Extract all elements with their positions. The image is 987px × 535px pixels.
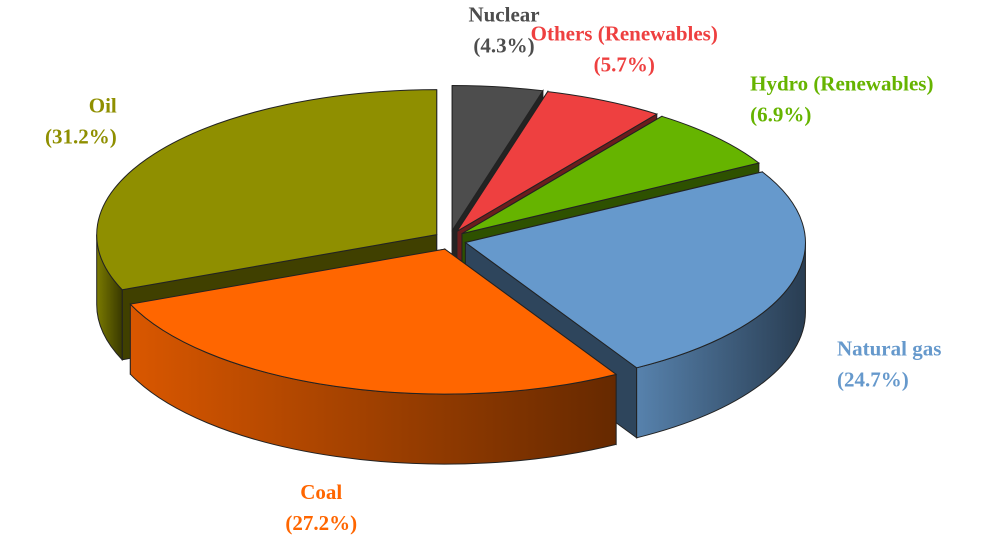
slice-label: Natural gas <box>837 336 941 360</box>
slice-label: Coal <box>300 480 342 504</box>
slice <box>456 91 659 232</box>
slice-label: Others (Renewables) <box>531 21 718 45</box>
slice-value-label: (6.9%) <box>750 102 811 126</box>
slice-value-label: (24.7%) <box>837 367 909 391</box>
slice-tops <box>96 84 806 395</box>
slice <box>461 115 761 235</box>
slice <box>451 84 544 233</box>
slice-value-label: (5.7%) <box>594 52 655 76</box>
slice-label: Hydro (Renewables) <box>750 71 933 95</box>
slice-label: Oil <box>89 94 117 118</box>
slice-value-label: (31.2%) <box>45 125 117 149</box>
slice-value-label: (4.3%) <box>473 33 534 57</box>
slice <box>129 248 618 395</box>
slice <box>96 89 438 291</box>
slice-label: Nuclear <box>468 2 539 26</box>
slice-value-label: (27.2%) <box>285 511 357 535</box>
slice <box>464 171 806 369</box>
